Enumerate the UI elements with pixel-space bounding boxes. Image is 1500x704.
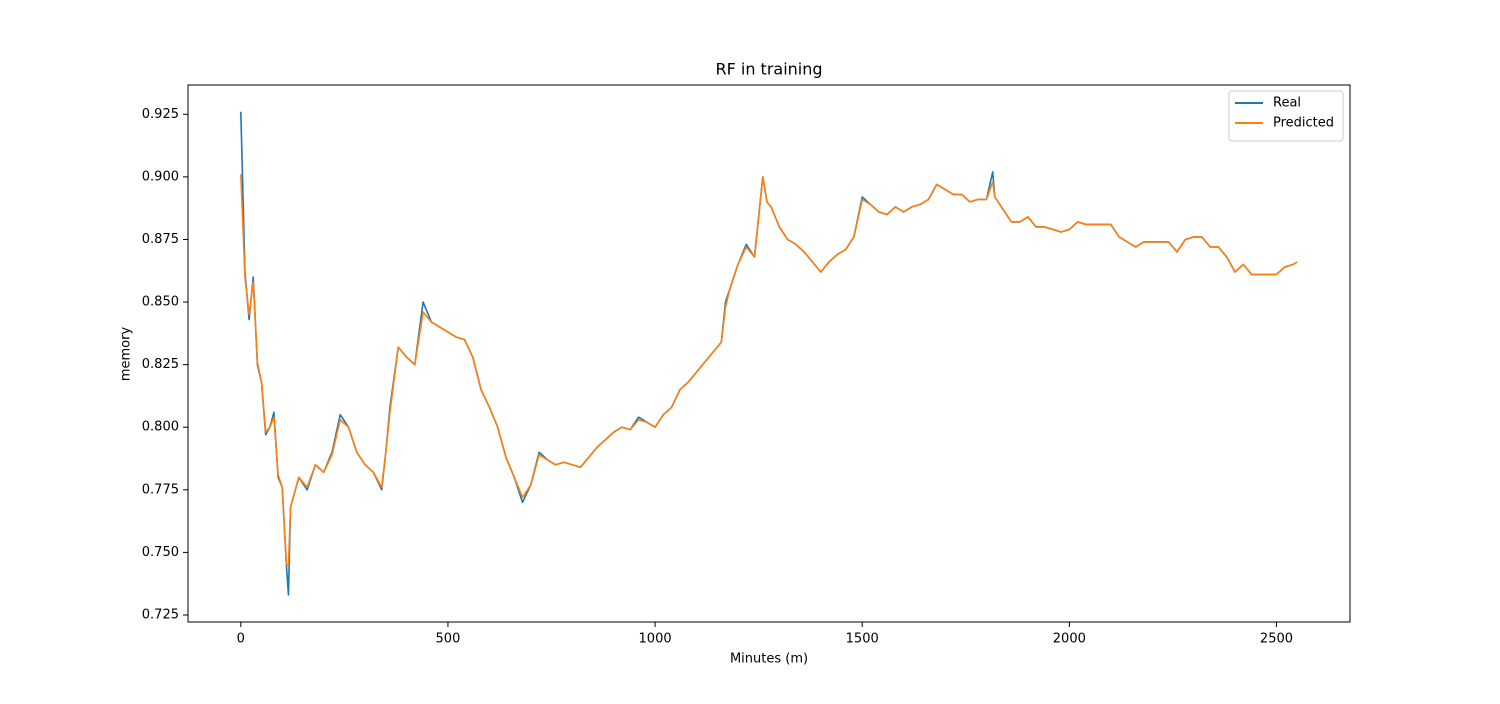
plot-frame: [187, 84, 1351, 623]
x-tick-label: 1000: [639, 632, 672, 647]
x-tick-label: 1500: [846, 632, 879, 647]
x-tick-label: 0: [237, 632, 245, 647]
y-tick-label: 0.900: [142, 169, 179, 184]
y-tick-label: 0.850: [142, 295, 179, 310]
chart-title: RF in training: [715, 60, 822, 79]
y-axis-label: memory: [119, 327, 134, 382]
x-tick-label: 2500: [1260, 632, 1293, 647]
x-axis-label: Minutes (m): [730, 652, 808, 667]
y-tick-label: 0.725: [142, 607, 179, 622]
y-tick-label: 0.875: [142, 232, 179, 247]
legend-label: Real: [1273, 96, 1301, 111]
y-tick-label: 0.825: [142, 357, 179, 372]
legend-label: Predicted: [1273, 116, 1334, 131]
x-tick-label: 500: [436, 632, 461, 647]
y-tick-label: 0.750: [142, 545, 179, 560]
y-tick-label: 0.775: [142, 482, 179, 497]
data-line: [240, 174, 1298, 566]
x-tick-label: 2000: [1053, 632, 1086, 647]
y-tick-label: 0.925: [142, 107, 179, 122]
y-tick-label: 0.800: [142, 420, 179, 435]
